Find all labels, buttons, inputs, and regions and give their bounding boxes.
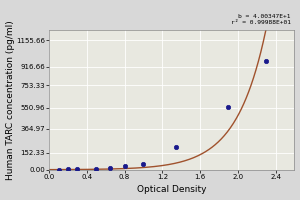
Point (141, 162, 146, 165)
Point (122, 165, 127, 168)
Point (94, 167, 99, 170)
Point (174, 146, 179, 149)
Point (264, 59, 268, 63)
Point (108, 166, 113, 169)
Point (56, 168, 61, 171)
Point (75, 168, 80, 171)
X-axis label: Optical Density: Optical Density (137, 185, 206, 194)
Y-axis label: Human TARC concentration (pg/ml): Human TARC concentration (pg/ml) (6, 20, 15, 180)
Point (66, 168, 70, 171)
Point (226, 105, 231, 109)
Text: b = 4.00347E+1
r² = 0.99988E+01: b = 4.00347E+1 r² = 0.99988E+01 (231, 14, 291, 25)
